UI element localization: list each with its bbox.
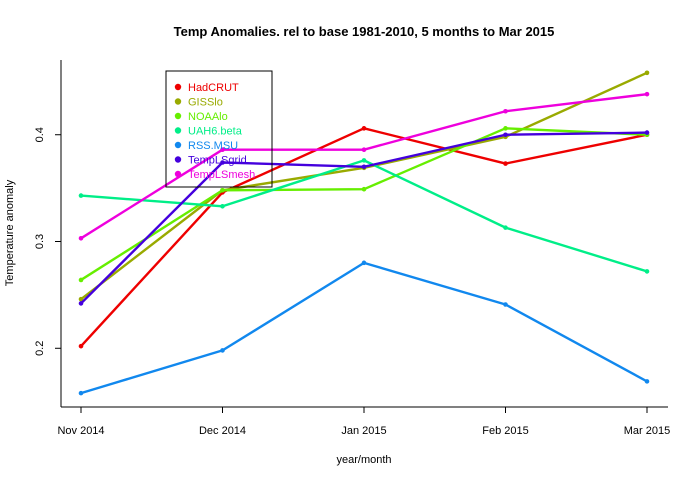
legend-marker: [174, 83, 182, 91]
data-point: [644, 130, 650, 135]
data-point: [361, 126, 367, 131]
x-axis-label: year/month: [336, 454, 391, 466]
legend-label: UAH6.beta: [188, 126, 243, 138]
legend-label: GISSlo: [188, 97, 223, 109]
data-point: [78, 390, 84, 396]
legend-label: HadCRUT: [188, 82, 239, 94]
legend-label: TempLSmesh: [188, 169, 255, 181]
data-point: [361, 186, 367, 192]
x-tick-label: Dec 2014: [199, 425, 246, 437]
data-point: [503, 132, 508, 138]
data-point: [361, 158, 367, 163]
y-tick-label: 0.2: [34, 341, 46, 356]
data-point: [78, 193, 84, 198]
data-point: [78, 296, 84, 302]
legend-item: GISSlo: [174, 97, 223, 109]
legend-marker: [174, 127, 182, 134]
series-uah6-beta: [78, 158, 650, 274]
data-point: [220, 160, 225, 165]
data-point: [503, 161, 508, 166]
legend-item: NOAAlo: [174, 111, 228, 123]
y-ticks: 0.2 0.3 0.4: [34, 127, 61, 356]
x-tick-label: Feb 2015: [482, 425, 528, 437]
data-point: [220, 203, 225, 209]
legend-item: HadCRUT: [174, 82, 239, 94]
data-point: [644, 91, 650, 97]
data-point: [361, 260, 367, 266]
legend-items: HadCRUT GISSlo NOAAlo UAH6.beta RSS.MSU TempL…: [174, 82, 255, 181]
data-point: [503, 108, 508, 114]
x-tick-label: Mar 2015: [624, 425, 670, 437]
chart-title: Temp Anomalies. rel to base 1981-2010, 5…: [174, 24, 555, 39]
data-point: [503, 225, 508, 230]
legend-item: TempLSmesh: [174, 169, 255, 181]
legend-label: RSS.MSU: [188, 140, 238, 152]
x-ticks: Nov 2014 Dec 2014 Jan 2015 Feb 2015 Mar 2015: [57, 407, 670, 437]
data-point: [503, 126, 508, 131]
legend-item: TempLSgrid: [174, 155, 247, 167]
legend-marker: [174, 170, 182, 178]
legend-item: UAH6.beta: [174, 126, 243, 138]
data-point: [220, 147, 225, 152]
legend-marker: [174, 112, 182, 120]
legend-marker: [174, 141, 182, 149]
y-tick-label: 0.4: [34, 127, 46, 142]
legend: HadCRUT GISSlo NOAAlo UAH6.beta RSS.MSU TempL…: [165, 70, 273, 188]
legend-box: [165, 70, 273, 188]
data-point: [78, 301, 84, 306]
legend-marker: [174, 98, 182, 105]
data-point: [78, 236, 84, 241]
data-point: [644, 70, 650, 76]
data-point: [78, 277, 84, 283]
data-point: [503, 302, 508, 307]
series-templsgrid: [78, 130, 650, 306]
y-axis-label: Temperature anomaly: [4, 179, 16, 286]
data-point: [361, 147, 367, 152]
series-templsmesh: [78, 91, 650, 241]
x-tick-label: Nov 2014: [57, 425, 104, 437]
y-tick-label: 0.3: [34, 234, 46, 249]
series-rss-msu: [78, 260, 650, 396]
series-line: [80, 261, 648, 395]
data-point: [361, 164, 367, 170]
data-point: [220, 187, 225, 193]
legend-item: RSS.MSU: [174, 140, 238, 152]
x-tick-label: Jan 2015: [341, 425, 386, 437]
series-layer: [78, 70, 650, 396]
data-point: [644, 269, 650, 274]
data-point: [78, 343, 84, 349]
data-point: [644, 379, 650, 384]
data-point: [220, 348, 225, 353]
legend-marker: [174, 156, 182, 163]
legend-label: NOAAlo: [188, 111, 228, 123]
legend-label: TempLSgrid: [188, 155, 247, 167]
